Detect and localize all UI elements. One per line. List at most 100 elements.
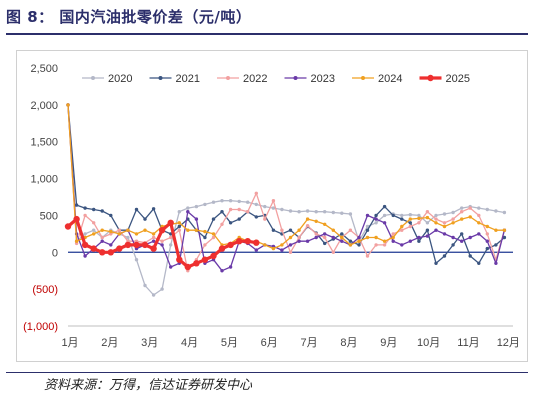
data-point	[408, 217, 412, 221]
data-point	[323, 210, 327, 214]
data-point	[83, 206, 87, 210]
data-point	[348, 228, 353, 232]
series-line-2021	[67, 104, 506, 264]
data-point	[425, 215, 430, 220]
data-point	[288, 209, 293, 213]
data-point	[485, 232, 489, 236]
data-point	[218, 245, 226, 252]
data-point	[417, 239, 421, 243]
data-point	[177, 228, 181, 232]
data-point	[323, 235, 327, 240]
data-point	[357, 239, 361, 243]
data-point	[408, 239, 412, 243]
legend-label: 2023	[311, 73, 335, 85]
source-note: 资料来源：万得，信达证券研发中心	[44, 378, 253, 393]
data-point	[177, 221, 181, 225]
data-point	[323, 222, 327, 226]
data-point	[305, 224, 310, 228]
data-point	[357, 243, 361, 247]
data-point	[477, 206, 481, 210]
data-point	[117, 228, 122, 232]
y-tick-label: 0	[52, 247, 58, 259]
x-tick-label: 6月	[261, 337, 278, 349]
data-point	[357, 235, 361, 240]
chart-title: 图 8： 国内汽油批零价差（元/吨）	[6, 8, 252, 26]
data-point	[203, 229, 207, 234]
data-point	[254, 191, 258, 195]
x-tick-label: 1月	[61, 337, 78, 349]
data-point	[382, 213, 387, 218]
data-point	[228, 199, 233, 203]
y-tick-label: 2,500	[30, 63, 58, 75]
data-point	[117, 232, 122, 236]
data-point	[417, 213, 421, 218]
data-point	[382, 243, 387, 247]
data-point	[64, 223, 72, 230]
data-point	[160, 287, 164, 291]
data-point	[314, 219, 318, 223]
data-point	[451, 235, 455, 240]
data-point	[502, 210, 507, 215]
data-point	[297, 210, 301, 214]
x-tick-label: 7月	[301, 337, 318, 349]
title-divider	[6, 33, 528, 35]
data-point	[109, 243, 113, 247]
legend-label: 2025	[446, 73, 470, 85]
y-tick-label: 1,000	[30, 174, 58, 186]
data-point	[73, 215, 80, 223]
data-point	[297, 239, 301, 243]
data-point	[220, 269, 224, 273]
data-point	[143, 228, 147, 232]
x-tick-label: 5月	[221, 337, 238, 349]
data-point	[348, 239, 353, 243]
data-point	[280, 243, 284, 247]
data-point	[382, 204, 387, 209]
data-point	[134, 207, 139, 212]
data-point	[160, 243, 164, 247]
data-point	[331, 235, 335, 240]
x-tick-label: 4月	[181, 337, 198, 349]
data-point	[134, 258, 139, 262]
legend-swatch-marker	[226, 76, 230, 80]
data-point	[468, 215, 472, 219]
data-point	[442, 212, 447, 216]
data-point	[107, 249, 115, 256]
data-point	[211, 232, 216, 236]
data-point	[382, 239, 387, 243]
data-point	[365, 228, 370, 232]
data-point	[408, 213, 412, 217]
data-point	[210, 252, 217, 260]
series-line-2024	[67, 104, 506, 250]
data-point	[186, 210, 190, 214]
data-point	[211, 200, 216, 204]
series-line-2020	[67, 104, 506, 296]
data-point	[126, 235, 130, 240]
data-point	[169, 265, 173, 269]
data-point	[485, 239, 489, 243]
data-point	[340, 211, 344, 215]
data-point	[434, 217, 438, 221]
series-2020	[66, 103, 507, 297]
data-point	[417, 235, 421, 240]
data-point	[177, 224, 181, 229]
data-point	[151, 207, 156, 211]
legend-swatch-marker	[361, 76, 365, 80]
data-point	[502, 235, 507, 240]
data-point	[194, 204, 199, 209]
data-point	[151, 293, 156, 297]
data-point	[143, 217, 147, 221]
data-point	[74, 239, 79, 243]
data-point	[477, 221, 481, 225]
y-tick-label: (1,000)	[23, 321, 58, 333]
data-point	[186, 228, 190, 232]
legend-swatch-marker	[91, 76, 95, 80]
x-tick-label: 12月	[497, 337, 520, 349]
legend-item: 2025	[419, 73, 470, 85]
data-point	[74, 203, 79, 207]
data-point	[92, 221, 96, 225]
data-point	[246, 210, 250, 214]
data-point	[374, 221, 378, 225]
data-point	[391, 239, 395, 243]
data-point	[227, 241, 234, 249]
data-point	[109, 229, 113, 234]
